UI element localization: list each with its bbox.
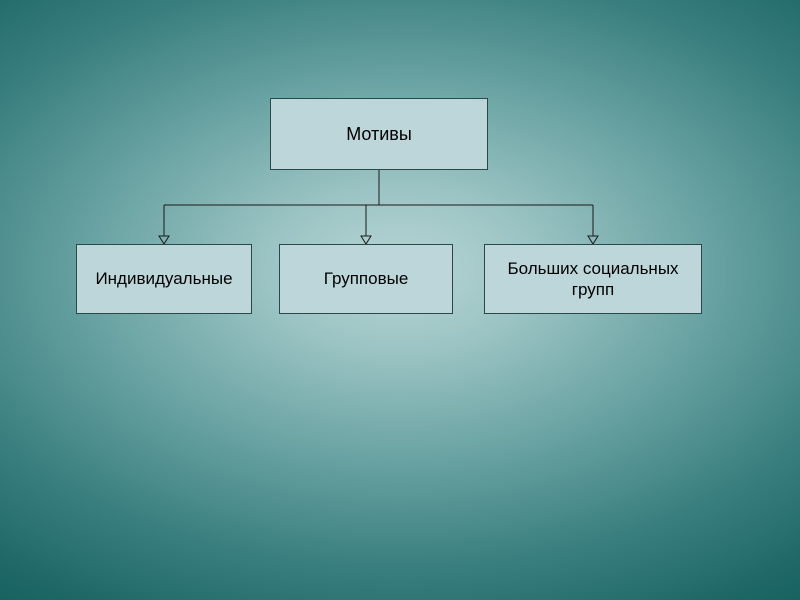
node-child1: Индивидуальные: [76, 244, 252, 314]
node-child1-label: Индивидуальные: [95, 268, 232, 289]
node-root-label: Мотивы: [346, 123, 412, 146]
node-child2: Групповые: [279, 244, 453, 314]
node-child3-label: Больших социальных групп: [489, 258, 697, 301]
node-child3: Больших социальных групп: [484, 244, 702, 314]
node-root: Мотивы: [270, 98, 488, 170]
node-child2-label: Групповые: [324, 268, 409, 289]
